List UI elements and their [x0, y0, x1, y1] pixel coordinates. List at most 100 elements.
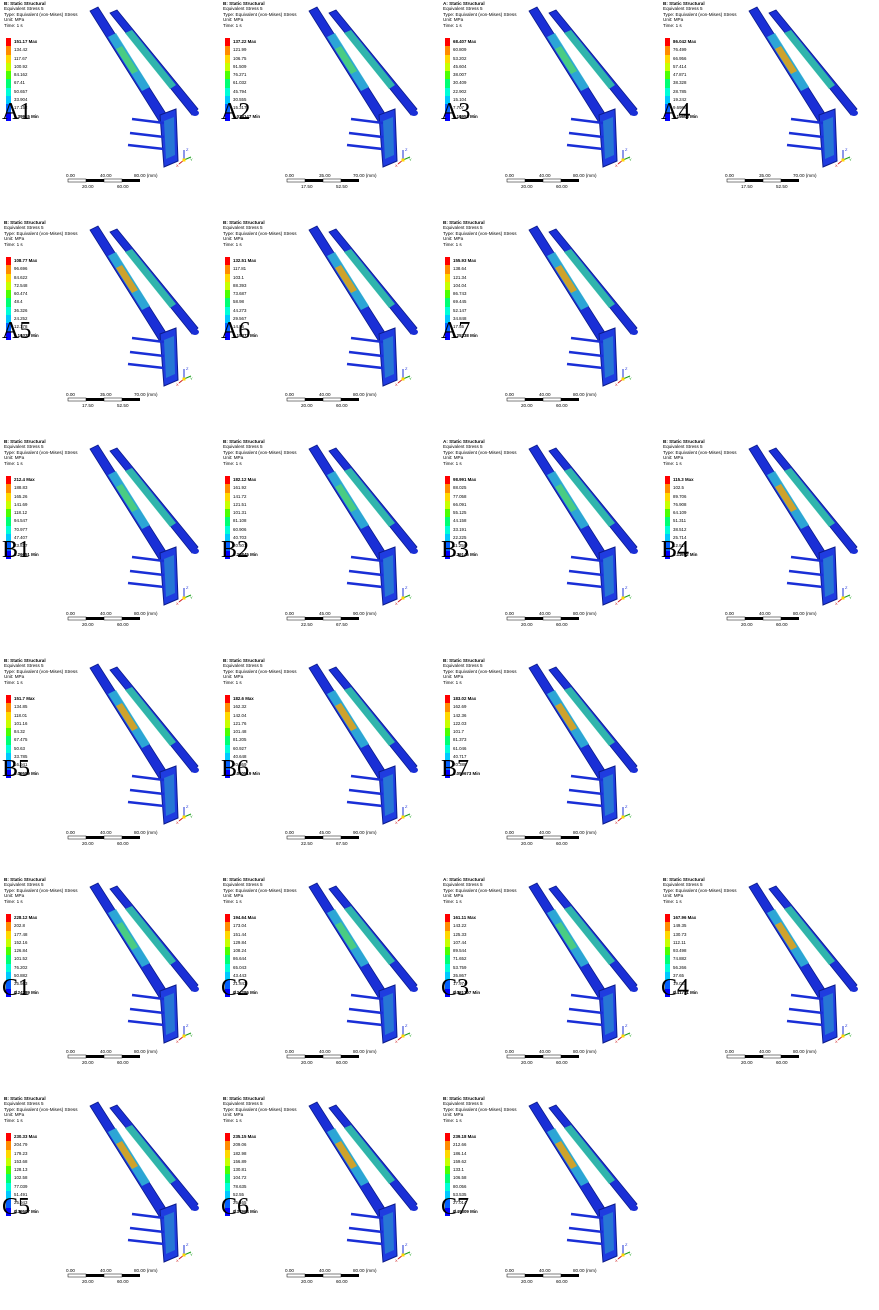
legend-swatch	[445, 719, 450, 729]
stress-legend: 167.96 Max 149.35 130.73 112.11 93.498 74.882…	[665, 914, 698, 997]
legend-value: 81.205	[233, 737, 247, 743]
legend-swatch	[6, 744, 11, 754]
legend-swatch	[665, 87, 670, 97]
legend-value: 0.090519 Min	[233, 770, 261, 776]
z-axis-label: Z	[625, 804, 628, 809]
scale-seg	[322, 1054, 342, 1059]
legend-value: 103.1	[233, 274, 244, 280]
scale-label: 0.00	[66, 830, 75, 835]
legend-row: 9.6989	[665, 104, 698, 113]
legend-value: 183.02 Max	[453, 696, 477, 701]
legend-row: 134.85	[6, 703, 39, 712]
legend-row: 55.125	[445, 509, 478, 518]
scale-seg	[103, 835, 123, 840]
implant-model	[528, 225, 638, 387]
screw	[788, 131, 824, 139]
x-axis-label: X	[615, 820, 618, 825]
legend-swatch	[6, 525, 11, 535]
legend-row: 0.29845 Min	[225, 550, 258, 559]
result-type: Type: Equivalent (von-Mises) Stress	[443, 668, 517, 674]
scale-seg	[726, 1054, 746, 1059]
legend-swatch	[225, 534, 230, 543]
screw	[346, 362, 384, 370]
legend-row: 77.039	[6, 1182, 39, 1192]
y-axis-label: Y	[629, 1252, 632, 1257]
legend-value: 55.125	[453, 510, 467, 516]
scale-bar: 0.00 40.00 80.00 (mm) 20.00 60.00	[505, 173, 597, 189]
legend-swatch	[445, 947, 450, 956]
rod-lower-stress	[564, 906, 615, 965]
legend-row: 33.191	[445, 525, 478, 535]
legend-value: 24.252	[14, 316, 28, 322]
legend-swatch	[6, 703, 11, 712]
implant-model	[89, 1101, 199, 1263]
rod-end-cap	[630, 986, 638, 992]
legend-swatch	[445, 46, 450, 55]
screw	[348, 1007, 384, 1015]
legend-value: 106.75	[233, 55, 247, 61]
legend-value: 88.393	[233, 282, 247, 288]
legend-swatch	[6, 298, 11, 307]
legend-value: 17.152	[14, 105, 28, 111]
result-name: Equivalent Stress 5	[663, 6, 703, 12]
plate-stress	[164, 336, 175, 378]
screw	[568, 1226, 604, 1234]
legend-value: 20.501	[233, 543, 247, 549]
axis-origin	[841, 596, 845, 600]
scale-label: 0.00	[725, 611, 734, 616]
scale-label: 80.00 (mm)	[573, 830, 597, 835]
legend-swatch	[225, 281, 230, 291]
axis-triad: ZY X	[395, 147, 412, 168]
rod-lower-stress	[344, 249, 395, 308]
result-unit: Unit: MPa	[223, 674, 244, 680]
legend-value: 0.059673 Min	[453, 770, 481, 776]
legend-row: 165.26	[6, 492, 39, 501]
legend-value: 91.509	[233, 63, 247, 69]
legend-swatch	[445, 753, 450, 762]
panel-label: C3	[441, 975, 470, 1001]
scale-label: 45.00	[319, 830, 331, 835]
legend-swatch	[225, 914, 230, 923]
legend-row: 89.706	[665, 492, 697, 501]
scale-label: 20.00	[82, 184, 94, 189]
legend-value: 0.10951 Min	[453, 113, 478, 119]
screw	[131, 117, 165, 125]
legend-swatch	[225, 484, 230, 493]
plate-stress	[164, 117, 175, 159]
screw	[566, 1019, 604, 1027]
analysis-title: B: Static Structural	[223, 877, 265, 882]
legend-row: 25.714	[665, 534, 697, 543]
legend-value: 15.104	[453, 97, 467, 103]
legend-value: 186.14	[453, 1150, 467, 1156]
legend-row: 188.83	[6, 484, 39, 493]
stress-legend: 98.991 Max 88.025 77.058 66.091 55.125 44.158…	[445, 476, 478, 559]
legend-swatch	[665, 500, 670, 510]
legend-swatch	[6, 323, 11, 332]
scale-label: 20.00	[301, 1060, 313, 1065]
scale-seg	[542, 1273, 562, 1278]
legend-swatch	[6, 500, 11, 510]
stress-legend: 161.11 Max 143.22 125.33 107.44 89.544 71.652…	[445, 914, 480, 997]
z-axis-label: Z	[186, 585, 189, 590]
scale-seg	[506, 178, 526, 183]
legend-row: 89.544	[445, 947, 480, 956]
scale-seg	[67, 397, 87, 402]
axis-triad: ZY X	[835, 585, 852, 606]
scale-label: 0.00	[66, 392, 75, 397]
legend-value: 7.707	[453, 105, 464, 111]
scale-seg	[506, 616, 526, 621]
axis-origin	[621, 596, 625, 600]
legend-value: 130.73	[673, 931, 687, 937]
scale-seg	[122, 179, 140, 182]
rod-lower-stress	[125, 687, 176, 746]
y-axis-label: Y	[409, 1033, 412, 1038]
legend-swatch	[6, 509, 11, 518]
scale-seg	[286, 1054, 306, 1059]
legend-value: 37.65	[673, 973, 684, 979]
legend-value: 64.109	[673, 510, 687, 516]
